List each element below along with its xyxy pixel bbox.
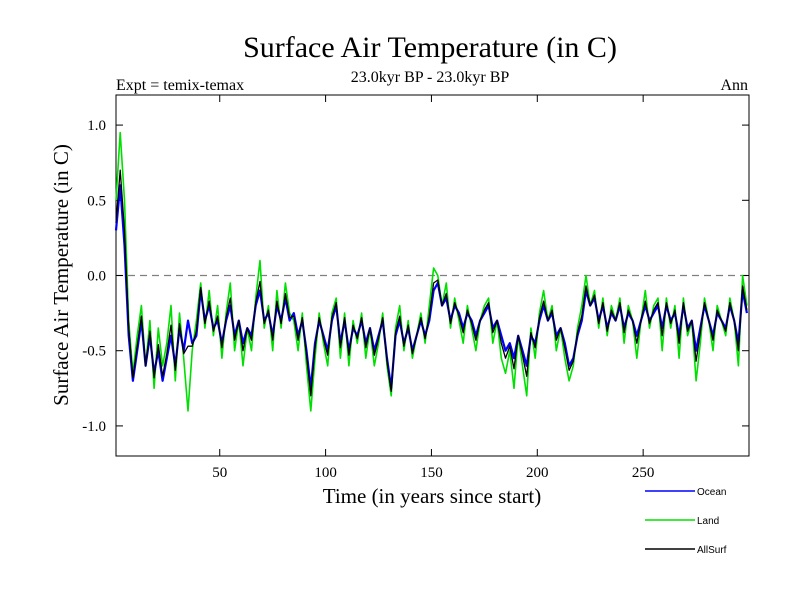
season-label: Ann	[720, 77, 748, 94]
x-tick-label: 150	[420, 465, 443, 481]
series-line-allsurf	[115, 169, 748, 397]
legend-label-land: Land	[697, 516, 719, 527]
legend-label-allsurf: AllSurf	[697, 545, 727, 556]
x-axis-label: Time (in years since start)	[323, 484, 542, 508]
x-tick-label: 200	[526, 465, 549, 481]
series-lines	[114, 131, 748, 412]
axis-ticks: 50 100 150 200 250 -1.0 -0.5 0.0 0.5 1.0	[82, 95, 749, 481]
y-tick-label: 1.0	[87, 118, 106, 134]
chart-title: Surface Air Temperature (in C)	[243, 31, 617, 64]
legend-label-ocean: Ocean	[697, 487, 726, 498]
legend: Ocean Land AllSurf	[645, 487, 727, 556]
x-tick-label: 100	[314, 465, 337, 481]
y-tick-label: 0.0	[87, 269, 106, 285]
experiment-label: Expt = temix-temax	[116, 77, 244, 94]
chart-subtitle: 23.0kyr BP - 23.0kyr BP	[351, 69, 510, 86]
y-tick-label: 0.5	[87, 193, 106, 209]
x-tick-label: 50	[212, 465, 227, 481]
y-tick-label: -0.5	[82, 344, 106, 360]
y-tick-label: -1.0	[82, 419, 106, 435]
y-axis-label: Surface Air Temperature (in C)	[49, 144, 73, 406]
x-tick-label: 250	[632, 465, 655, 481]
